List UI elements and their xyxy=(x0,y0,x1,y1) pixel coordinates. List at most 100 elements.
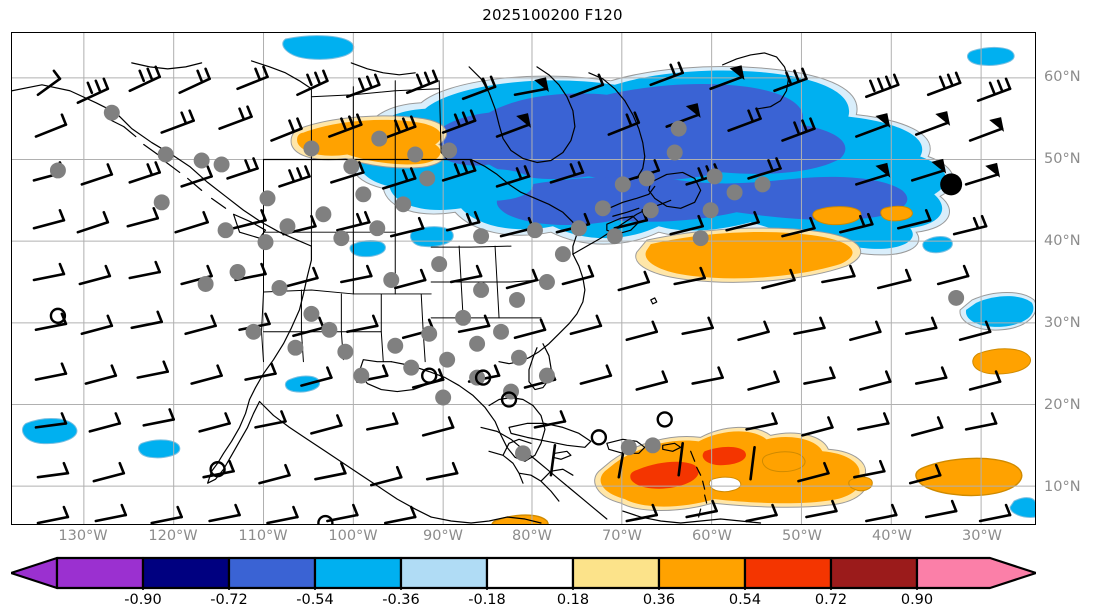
coast-florida xyxy=(528,343,552,391)
station-marker xyxy=(642,202,659,219)
border-centam xyxy=(488,438,574,502)
wind-barb xyxy=(849,320,882,342)
wind-barb xyxy=(441,159,477,182)
wind-barb xyxy=(625,503,659,523)
colorbar-tick-label: 0.72 xyxy=(814,592,848,608)
station-marker xyxy=(666,144,683,161)
wind-barb xyxy=(853,459,886,479)
colorbar-segment-1[interactable] xyxy=(141,556,231,590)
wind-barb xyxy=(88,412,122,433)
station-marker xyxy=(538,367,555,384)
wind-barb xyxy=(328,113,363,138)
wind-barb xyxy=(184,314,217,336)
station-marker xyxy=(570,220,587,237)
colorbar-tick-label: -0.72 xyxy=(210,592,248,608)
wind-barb xyxy=(128,260,162,280)
station-marker xyxy=(157,146,174,163)
station-marker xyxy=(49,162,66,179)
contour-region-east-atlantic xyxy=(965,296,1034,327)
lon-tick-label: 70°W xyxy=(601,528,643,544)
wind-barb xyxy=(533,410,567,429)
wind-barb xyxy=(978,503,1012,523)
wind-barb xyxy=(236,65,269,91)
wind-barb xyxy=(142,408,175,427)
wind-barb xyxy=(677,442,684,477)
contour-region-nearctic-cyan xyxy=(966,46,1015,66)
wind-barb xyxy=(393,268,427,290)
wind-barb xyxy=(745,412,778,431)
coast-vancouver-island xyxy=(232,213,267,239)
colorbar-segment-0[interactable] xyxy=(55,556,145,590)
colorbar-ticks xyxy=(142,588,918,590)
wind-barb xyxy=(36,69,62,97)
colorbar-segment-5[interactable] xyxy=(485,556,575,590)
station-marker xyxy=(383,272,400,288)
station-marker xyxy=(343,158,360,175)
station-marker xyxy=(538,274,555,290)
station-marker xyxy=(754,176,771,193)
station-marker xyxy=(403,359,420,376)
lon-tick-label: 130°W xyxy=(58,528,108,544)
page-title: 2025100200 F120 xyxy=(482,6,623,24)
wind-barb xyxy=(136,360,169,379)
wind-barb xyxy=(908,463,942,485)
colorbar-segment-over[interactable] xyxy=(915,556,1036,590)
wind-barb xyxy=(92,461,126,483)
colorbar-segment-3[interactable] xyxy=(313,556,403,590)
coast-centam-caribbean xyxy=(480,426,608,520)
wind-barb xyxy=(727,107,762,132)
station-marker xyxy=(670,120,687,137)
station-marker xyxy=(638,170,655,187)
colorbar-segment-8[interactable] xyxy=(743,556,833,590)
wind-barb xyxy=(232,208,267,230)
wind-barb xyxy=(244,362,277,381)
wind-barb xyxy=(461,75,497,101)
colorbar-segment-6[interactable] xyxy=(571,556,661,590)
gridline-layer xyxy=(12,33,1035,524)
coast-us-east xyxy=(498,253,586,365)
border-us-canada-east xyxy=(470,158,578,255)
wind-barb xyxy=(254,410,287,429)
colorbar-segment-2[interactable] xyxy=(227,556,317,590)
wind-barb xyxy=(904,316,938,336)
station-marker-open xyxy=(656,411,673,428)
contour-region-pacific-cyan-a xyxy=(22,418,78,445)
station-marker xyxy=(509,291,525,308)
station-marker xyxy=(469,335,486,352)
colorbar-tick-label: -0.36 xyxy=(382,592,420,608)
station-marker xyxy=(333,230,350,247)
wind-barb xyxy=(383,505,417,524)
wind-barb xyxy=(495,165,531,188)
station-marker xyxy=(515,445,531,462)
wind-barb xyxy=(725,210,760,232)
station-marker xyxy=(726,184,743,201)
contour-region-east-atlantic-orange xyxy=(972,348,1031,375)
station-marker xyxy=(229,264,246,280)
wind-barb xyxy=(561,264,595,286)
wind-barb xyxy=(178,67,211,95)
wind-barb xyxy=(36,461,70,479)
colorbar[interactable] xyxy=(11,556,1036,590)
wind-barb xyxy=(649,61,684,87)
coast-us-west xyxy=(248,245,313,401)
wind-barb xyxy=(78,264,112,286)
coast-hispaniola xyxy=(606,438,646,454)
wind-barb xyxy=(94,503,128,523)
coast-labrador xyxy=(588,72,646,180)
wind-barb xyxy=(952,214,988,236)
colorbar-segment-under[interactable] xyxy=(11,556,59,590)
station-marker xyxy=(321,321,338,338)
colorbar-segment-9[interactable] xyxy=(829,556,919,590)
colorbar-segment-4[interactable] xyxy=(399,556,489,590)
station-marker xyxy=(371,130,388,147)
wind-barb xyxy=(617,270,651,292)
contour-region-north-atlantic-notch xyxy=(453,169,534,201)
coast-nova-scotia xyxy=(606,215,640,235)
wind-barb xyxy=(865,73,900,99)
station-marker xyxy=(153,194,170,211)
colorbar-segment-7[interactable] xyxy=(657,556,747,590)
station-marker xyxy=(606,228,623,245)
map-plot-area[interactable] xyxy=(11,32,1036,525)
contour-region-atlantic-blob-a xyxy=(812,206,862,226)
wind-barb xyxy=(513,318,547,340)
